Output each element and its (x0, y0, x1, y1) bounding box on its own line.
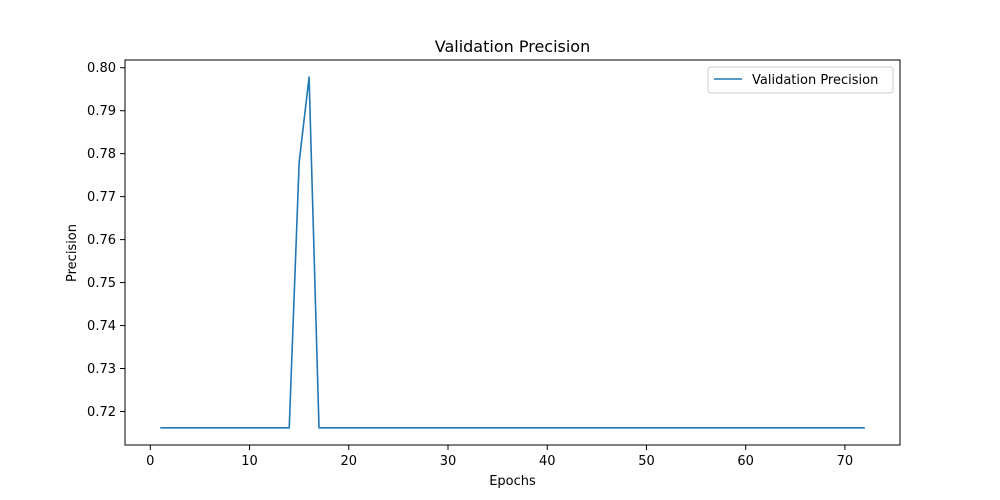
x-tick-label: 50 (638, 454, 655, 469)
legend: Validation Precision (707, 66, 894, 94)
plot-frame (124, 59, 901, 446)
y-axis-label: Precision (65, 224, 80, 282)
y-tick-label: 0.78 (87, 147, 116, 162)
x-tick-label: 30 (440, 454, 457, 469)
y-tick-label: 0.76 (87, 233, 116, 248)
y-tick-label: 0.72 (87, 405, 116, 420)
y-tick-label: 0.77 (87, 190, 116, 205)
y-tick-label: 0.74 (87, 319, 116, 334)
y-tick-label: 0.80 (87, 61, 116, 76)
x-tick-label: 20 (340, 454, 357, 469)
chart-title: Validation Precision (435, 37, 590, 56)
series-line-validation-precision (160, 76, 865, 429)
legend-box (707, 66, 894, 94)
axis-ticks: 0 10 20 30 40 50 60 70 0.72 0.73 0.74 0.75 0.76 0.77 0… (87, 61, 853, 469)
x-tick-label: 70 (837, 454, 854, 469)
x-tick-label: 40 (539, 454, 556, 469)
x-axis-label: Epochs (489, 474, 536, 489)
legend-label: Validation Precision (752, 73, 878, 88)
y-tick-label: 0.75 (87, 276, 116, 291)
x-tick-label: 60 (737, 454, 754, 469)
y-tick-label: 0.73 (87, 362, 116, 377)
x-tick-label: 0 (146, 454, 154, 469)
x-tick-label: 10 (241, 454, 258, 469)
y-tick-label: 0.79 (87, 104, 116, 119)
